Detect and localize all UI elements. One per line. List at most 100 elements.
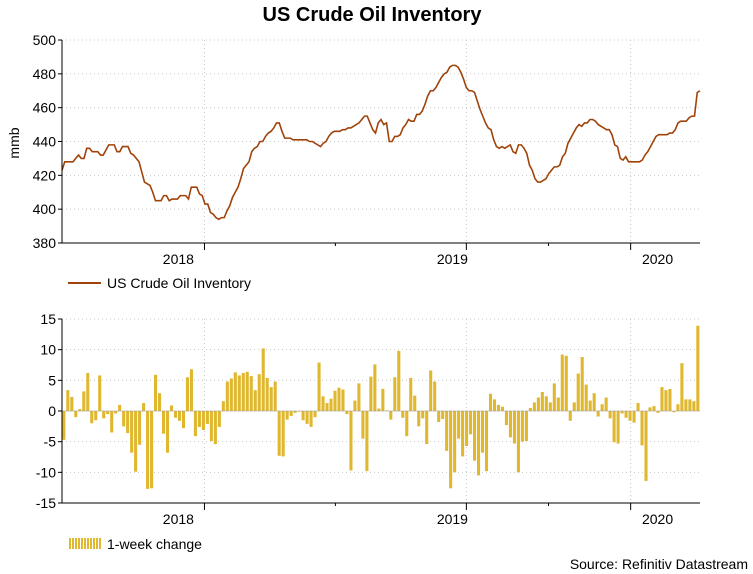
bar (106, 411, 110, 415)
bar (181, 411, 186, 429)
bar (289, 411, 293, 416)
bar (688, 399, 692, 411)
bar (213, 411, 217, 445)
bar (337, 387, 341, 411)
bar (648, 407, 652, 411)
bar (465, 411, 469, 446)
bottom-legend-swatch (68, 538, 101, 549)
bar (516, 411, 520, 473)
bar (584, 384, 588, 411)
bar (672, 411, 676, 413)
bar (628, 411, 632, 421)
x-tick-label: 2018 (163, 511, 194, 527)
bar (500, 406, 505, 411)
bar (564, 355, 568, 411)
bar (616, 411, 620, 444)
bar (273, 381, 277, 411)
bar (680, 363, 684, 411)
bar (197, 411, 201, 427)
bar (644, 411, 648, 481)
bar (229, 378, 233, 411)
bar (361, 411, 365, 439)
bar (508, 411, 512, 438)
bar (532, 402, 536, 411)
bar (185, 377, 189, 411)
bar (664, 390, 668, 411)
bar (205, 411, 209, 424)
bar (373, 364, 377, 411)
bar (225, 381, 229, 411)
bar (668, 388, 672, 411)
top-plot-area (61, 64, 701, 221)
top-y-axis-label: mmb (6, 127, 22, 158)
bar (217, 411, 221, 427)
bar (357, 383, 361, 411)
bar (413, 395, 417, 411)
bar (540, 391, 544, 411)
bar (86, 372, 90, 411)
bar (548, 402, 552, 411)
bar (696, 325, 700, 411)
y-tick-label: 400 (33, 201, 57, 217)
x-tick-label: 2019 (437, 251, 468, 267)
bar (636, 403, 640, 411)
y-tick-label: 500 (33, 32, 57, 48)
bar (640, 411, 644, 446)
bar (82, 391, 86, 411)
bar (660, 387, 664, 411)
bar (161, 411, 166, 434)
bar (624, 411, 628, 418)
bar (453, 411, 457, 473)
bar (329, 398, 333, 411)
bar (528, 407, 532, 411)
y-tick-label: -5 (44, 434, 57, 450)
bar (345, 411, 349, 415)
bar (568, 411, 572, 421)
bar (580, 357, 584, 411)
y-tick-label: 15 (40, 311, 56, 327)
bar (556, 397, 560, 411)
source-note: Source: Refinitiv Datastream (570, 556, 748, 572)
bar (173, 411, 178, 418)
bar (449, 411, 453, 489)
bar (544, 396, 548, 411)
y-tick-label: 5 (48, 372, 56, 388)
bar (146, 411, 150, 489)
bar (596, 411, 600, 417)
bar (437, 411, 441, 423)
series-line (61, 64, 701, 221)
bar (169, 405, 174, 411)
bar (201, 411, 205, 431)
bar (620, 411, 624, 414)
x-tick-label: 2019 (437, 511, 468, 527)
bar (154, 374, 158, 411)
bar (480, 411, 485, 453)
bar (309, 411, 313, 427)
bar (417, 411, 421, 427)
y-tick-label: -15 (36, 495, 56, 511)
bar (592, 393, 596, 411)
x-tick-label: 2020 (642, 251, 673, 267)
bar (257, 374, 261, 411)
top-legend: US Crude Oil Inventory (68, 275, 251, 291)
bar (429, 370, 433, 411)
bar (381, 388, 385, 411)
bar (433, 381, 437, 411)
bar (245, 371, 249, 411)
bar (118, 404, 122, 411)
bar (652, 406, 656, 411)
bar (150, 411, 154, 489)
top-legend-label: US Crude Oil Inventory (107, 275, 251, 291)
bar (552, 383, 556, 411)
bar (445, 411, 449, 451)
bar (177, 411, 182, 421)
bar (94, 411, 98, 421)
bar (142, 403, 146, 411)
bar (305, 411, 309, 424)
bar (524, 411, 528, 442)
top-axes: 380 400 420 440 460 480 500 2018 2019 2020 (33, 32, 700, 267)
bar (632, 411, 636, 423)
bar (488, 393, 493, 411)
bar (78, 409, 82, 411)
